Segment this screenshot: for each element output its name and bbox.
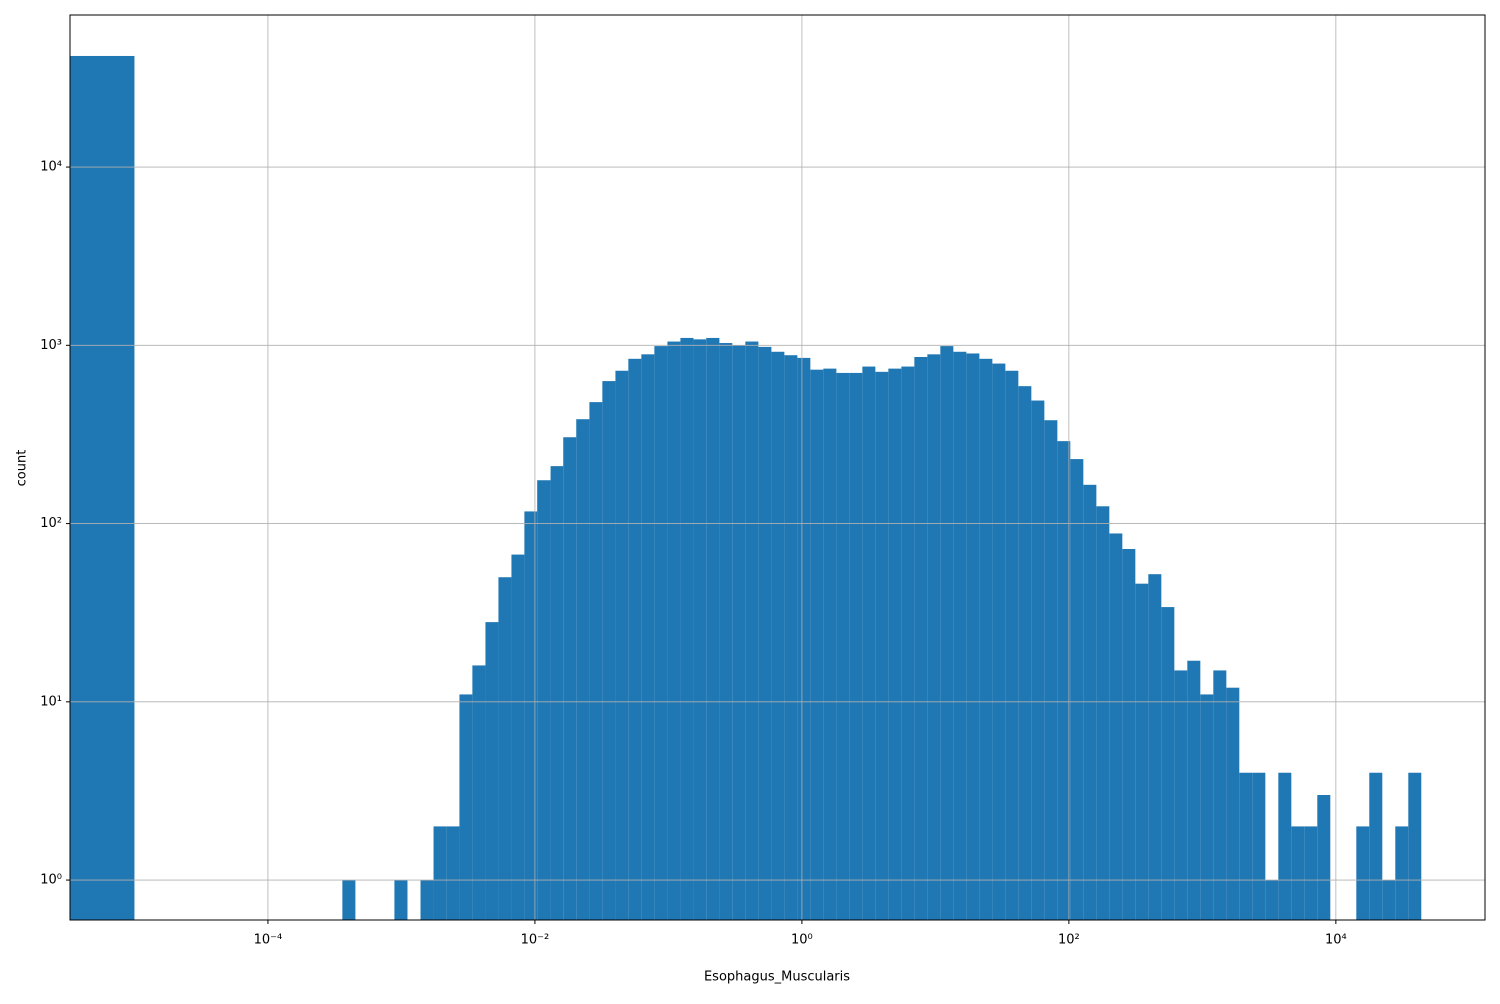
- bar: [1200, 694, 1214, 920]
- bar: [940, 346, 954, 920]
- bar: [1148, 574, 1162, 920]
- bar: [992, 363, 1006, 920]
- bar: [862, 366, 876, 920]
- bar: [1161, 607, 1175, 920]
- plot-frame: [69, 14, 1486, 921]
- y-tick-label: 10⁰: [40, 873, 62, 888]
- y-tick-label: 10¹: [40, 694, 62, 709]
- bar: [602, 381, 616, 920]
- bar: [511, 554, 525, 920]
- bar: [628, 358, 642, 921]
- y-axis-label: count: [15, 450, 30, 487]
- bar: [1382, 880, 1396, 920]
- bar: [719, 343, 733, 920]
- bar: [433, 826, 447, 920]
- bar: [927, 354, 941, 920]
- bar: [394, 880, 408, 920]
- x-tick-label: 10²: [1058, 933, 1080, 948]
- bar: [1057, 441, 1071, 920]
- bar: [342, 880, 356, 920]
- bar: [784, 355, 798, 920]
- bar: [693, 339, 707, 920]
- bar: [966, 353, 980, 920]
- bar: [70, 55, 135, 920]
- bar: [979, 358, 993, 921]
- bar: [732, 345, 746, 920]
- bar: [615, 370, 629, 920]
- bar: [745, 341, 759, 921]
- bar: [563, 437, 577, 920]
- bar: [1083, 484, 1097, 920]
- bar: [1369, 772, 1383, 920]
- bar: [1031, 400, 1045, 920]
- bar: [888, 368, 902, 921]
- bar: [1239, 772, 1253, 920]
- bar: [446, 826, 460, 920]
- bar: [1070, 459, 1084, 920]
- bar: [914, 356, 928, 920]
- bar: [498, 577, 512, 920]
- bar: [641, 354, 655, 920]
- bar: [849, 372, 863, 920]
- x-tick-label: 10⁴: [1325, 933, 1347, 948]
- bar: [576, 419, 590, 920]
- bar: [771, 351, 785, 920]
- bar: [1044, 420, 1058, 920]
- bar: [875, 371, 889, 920]
- bar: [654, 346, 668, 920]
- bar: [537, 480, 551, 920]
- x-tick-label: 10⁻²: [521, 933, 550, 948]
- bar: [524, 511, 538, 920]
- bar: [1122, 548, 1136, 920]
- bar: [472, 665, 486, 920]
- bar: [1291, 826, 1305, 920]
- bar: [1304, 826, 1318, 920]
- bar: [1018, 386, 1032, 921]
- bar: [823, 368, 837, 921]
- bar: [680, 337, 694, 920]
- bar: [810, 369, 824, 920]
- bar: [758, 346, 772, 921]
- bar: [1252, 772, 1266, 920]
- bar: [1109, 533, 1123, 920]
- bar: [589, 402, 603, 920]
- bar: [485, 622, 499, 920]
- y-tick-label: 10⁴: [40, 160, 62, 175]
- bar: [1187, 660, 1201, 920]
- bar: [797, 357, 811, 920]
- bar: [1317, 795, 1331, 920]
- y-tick-label: 10²: [40, 516, 62, 531]
- bar: [550, 466, 564, 920]
- bar: [836, 372, 850, 920]
- bar: [953, 351, 967, 920]
- bar: [1265, 880, 1279, 920]
- bar: [1135, 583, 1149, 920]
- bar: [706, 337, 720, 920]
- bar: [420, 880, 434, 920]
- x-axis-label: Esophagus_Muscularis: [704, 970, 850, 985]
- x-tick-label: 10⁰: [791, 933, 813, 948]
- bar: [1213, 670, 1227, 920]
- bar: [1226, 687, 1240, 920]
- bar: [1096, 506, 1110, 920]
- bar: [1174, 670, 1188, 920]
- x-tick-label: 10⁻⁴: [254, 933, 283, 948]
- bar: [1395, 826, 1409, 920]
- bar: [1408, 772, 1422, 920]
- bar: [1005, 370, 1019, 920]
- y-tick-label: 10³: [40, 338, 62, 353]
- bar: [901, 366, 915, 920]
- bar: [1356, 826, 1370, 920]
- bar: [1278, 772, 1292, 920]
- bar: [459, 694, 473, 920]
- bar: [667, 341, 681, 921]
